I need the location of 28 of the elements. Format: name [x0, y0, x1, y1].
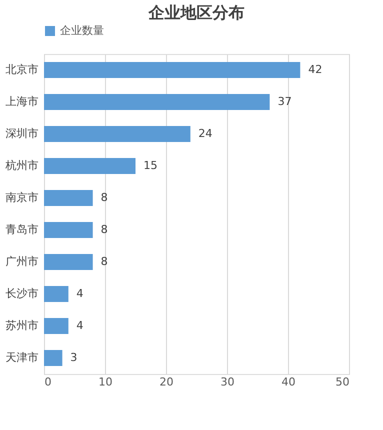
x-tick-label: 30 — [220, 376, 234, 388]
x-tick-label: 40 — [282, 376, 296, 388]
x-tick-label: 20 — [160, 376, 174, 388]
data-label: 4 — [76, 319, 84, 332]
y-tick-label: 长沙市 — [6, 287, 38, 300]
y-tick-label: 深圳市 — [6, 127, 38, 140]
y-tick-label: 广州市 — [6, 255, 38, 268]
data-label: 42 — [308, 63, 322, 76]
x-tick-label: 10 — [98, 376, 112, 388]
data-label: 3 — [70, 351, 78, 364]
data-label: 8 — [100, 255, 108, 268]
y-tick-label: 北京市 — [6, 63, 38, 76]
legend-label: 企业数量 — [60, 24, 104, 37]
x-tick-label: 50 — [336, 376, 350, 388]
data-label: 15 — [144, 159, 158, 172]
chart-title: 企业地区分布 — [148, 3, 244, 22]
y-tick-label: 南京市 — [6, 191, 38, 204]
data-label: 4 — [76, 287, 84, 300]
y-tick-label: 青岛市 — [6, 223, 38, 236]
y-tick-label: 天津市 — [6, 351, 38, 364]
data-label: 24 — [198, 127, 212, 140]
data-label: 8 — [100, 223, 108, 236]
x-tick-label: 0 — [44, 376, 52, 388]
data-label: 37 — [278, 95, 292, 108]
data-label: 8 — [100, 191, 108, 204]
y-tick-label: 杭州市 — [4, 159, 38, 172]
y-tick-label: 上海市 — [6, 95, 38, 108]
y-tick-label: 苏州市 — [6, 319, 38, 332]
